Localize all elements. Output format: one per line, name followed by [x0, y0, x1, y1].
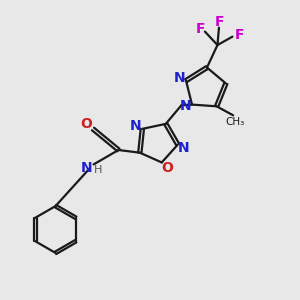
Text: N: N	[178, 141, 190, 154]
Text: N: N	[174, 71, 185, 85]
Text: F: F	[196, 22, 205, 36]
Text: N: N	[81, 161, 93, 175]
Text: F: F	[215, 15, 225, 29]
Text: N: N	[180, 99, 191, 113]
Text: CH₃: CH₃	[225, 117, 244, 127]
Text: H: H	[94, 165, 102, 176]
Text: F: F	[234, 28, 244, 42]
Text: N: N	[130, 119, 142, 133]
Text: O: O	[80, 118, 92, 131]
Text: O: O	[161, 161, 173, 175]
